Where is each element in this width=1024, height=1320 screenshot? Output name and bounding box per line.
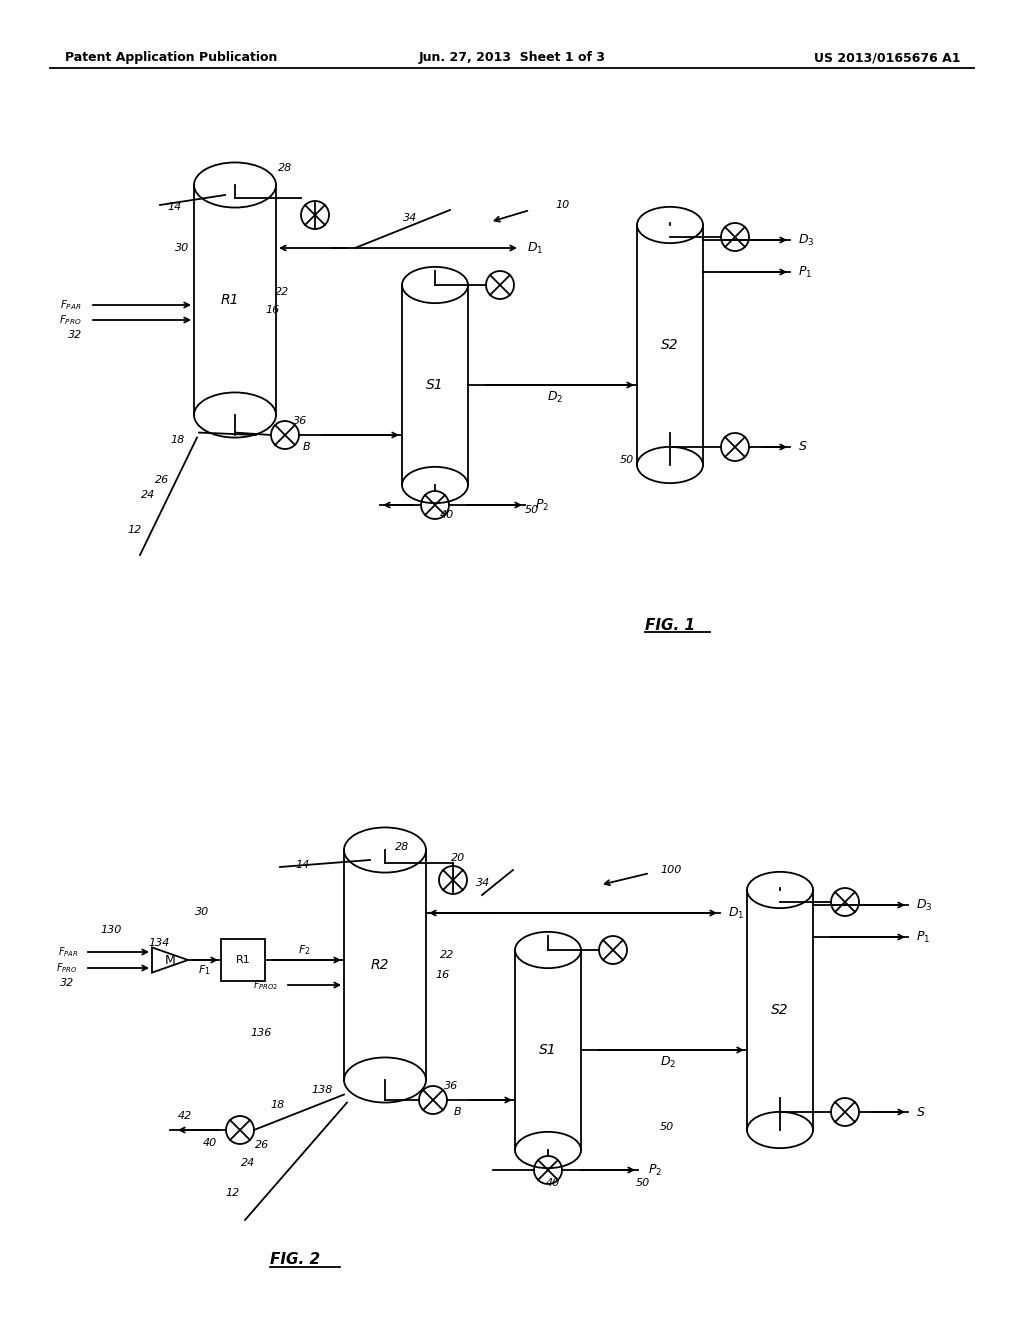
Text: FIG. 2: FIG. 2 xyxy=(270,1253,321,1267)
Text: 36: 36 xyxy=(443,1081,458,1092)
Text: 32: 32 xyxy=(68,330,82,341)
Text: 100: 100 xyxy=(660,865,681,875)
Text: $D_2$: $D_2$ xyxy=(547,389,563,404)
Text: R2: R2 xyxy=(371,958,389,972)
Text: $F_{PAR}$: $F_{PAR}$ xyxy=(60,298,82,312)
Text: 24: 24 xyxy=(141,490,155,500)
Text: 18: 18 xyxy=(270,1100,285,1110)
Text: S2: S2 xyxy=(771,1003,788,1016)
Text: 130: 130 xyxy=(100,925,122,935)
Text: 30: 30 xyxy=(195,907,209,917)
Text: 138: 138 xyxy=(311,1085,333,1096)
Text: 32: 32 xyxy=(60,978,75,987)
Text: 50: 50 xyxy=(620,455,634,465)
Text: $P_1$: $P_1$ xyxy=(916,929,930,945)
Text: $P_2$: $P_2$ xyxy=(535,498,549,512)
Text: $D_1$: $D_1$ xyxy=(527,240,544,256)
Text: 40: 40 xyxy=(203,1138,217,1148)
Text: S1: S1 xyxy=(426,378,443,392)
Text: 50: 50 xyxy=(525,506,540,515)
Text: 20: 20 xyxy=(451,853,465,863)
Text: $S$: $S$ xyxy=(916,1106,926,1118)
Text: 34: 34 xyxy=(476,878,490,888)
Text: Jun. 27, 2013  Sheet 1 of 3: Jun. 27, 2013 Sheet 1 of 3 xyxy=(419,51,605,65)
Text: 22: 22 xyxy=(275,286,289,297)
Text: 24: 24 xyxy=(241,1158,255,1168)
Text: B: B xyxy=(303,442,311,451)
Text: 22: 22 xyxy=(440,950,455,960)
Text: Patent Application Publication: Patent Application Publication xyxy=(65,51,278,65)
Text: $D_2$: $D_2$ xyxy=(659,1055,676,1069)
Text: 16: 16 xyxy=(435,970,450,979)
Text: $P_1$: $P_1$ xyxy=(798,264,812,280)
Text: $D_1$: $D_1$ xyxy=(728,906,744,920)
Text: $F_{PAR}$: $F_{PAR}$ xyxy=(57,945,78,958)
Bar xyxy=(221,939,265,981)
Text: $S$: $S$ xyxy=(798,441,808,454)
Text: 26: 26 xyxy=(255,1140,269,1150)
Text: 18: 18 xyxy=(170,436,184,445)
Text: R1: R1 xyxy=(221,293,240,308)
Text: $F_{PRO}$: $F_{PRO}$ xyxy=(59,313,82,327)
Text: 28: 28 xyxy=(395,842,410,851)
Text: 14: 14 xyxy=(295,861,309,870)
Text: 12: 12 xyxy=(226,1188,240,1199)
Text: 40: 40 xyxy=(546,1177,560,1188)
Text: $P_2$: $P_2$ xyxy=(648,1163,663,1177)
Text: 10: 10 xyxy=(555,201,569,210)
Text: $D_3$: $D_3$ xyxy=(916,898,933,912)
Text: $D_3$: $D_3$ xyxy=(798,232,814,248)
Text: FIG. 1: FIG. 1 xyxy=(645,618,695,632)
Text: 36: 36 xyxy=(293,416,307,426)
Text: 136: 136 xyxy=(250,1028,271,1038)
Text: $F_{PRO2}$: $F_{PRO2}$ xyxy=(253,978,278,991)
Text: 134: 134 xyxy=(148,939,169,948)
Text: US 2013/0165676 A1: US 2013/0165676 A1 xyxy=(813,51,961,65)
Text: 28: 28 xyxy=(278,162,292,173)
Text: 40: 40 xyxy=(440,510,455,520)
Text: 50: 50 xyxy=(660,1122,674,1133)
Text: 14: 14 xyxy=(167,202,181,213)
Text: S2: S2 xyxy=(662,338,679,352)
Text: R1: R1 xyxy=(236,954,251,965)
Text: 34: 34 xyxy=(402,213,417,223)
Text: 26: 26 xyxy=(155,475,169,484)
Text: $F_{PRO}$: $F_{PRO}$ xyxy=(56,961,78,975)
Text: 42: 42 xyxy=(178,1111,193,1121)
Text: B: B xyxy=(455,1107,462,1117)
Text: $F_1$: $F_1$ xyxy=(199,964,211,977)
Text: M: M xyxy=(165,953,175,966)
Text: 12: 12 xyxy=(128,525,142,535)
Text: 30: 30 xyxy=(175,243,189,253)
Text: S1: S1 xyxy=(540,1043,557,1057)
Text: 50: 50 xyxy=(636,1177,650,1188)
Text: 16: 16 xyxy=(265,305,280,315)
Text: $F_2$: $F_2$ xyxy=(298,942,310,957)
